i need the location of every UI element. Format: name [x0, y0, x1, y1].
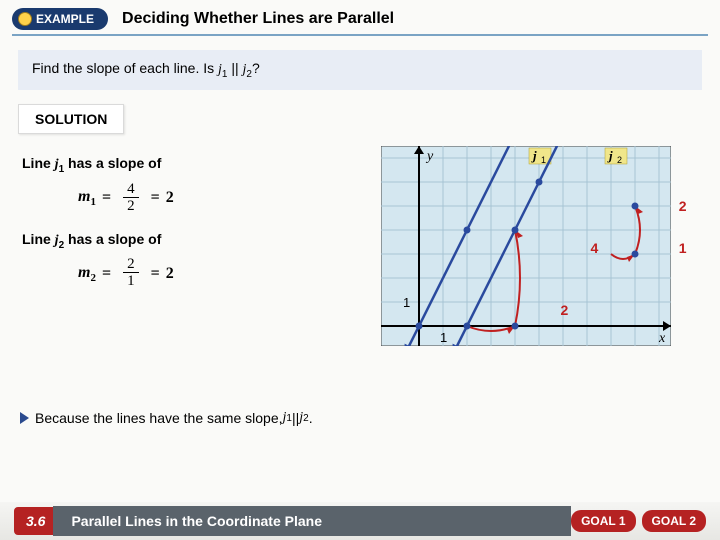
svg-text:x: x: [658, 331, 666, 346]
section-title: Parallel Lines in the Coordinate Plane: [53, 506, 571, 536]
line1-statement: Line j1 has a slope of: [22, 152, 381, 178]
section-badge: 3.6: [14, 507, 57, 535]
l1-post: has a slope of: [64, 155, 161, 171]
eq2-sub: 2: [90, 272, 96, 284]
question-lead: Find the slope of each line. Is: [32, 60, 218, 76]
equation-1: m1 = 42 = 2: [78, 182, 381, 214]
eq1-sub: 1: [90, 196, 96, 208]
goal-2-badge[interactable]: GOAL 2: [642, 510, 706, 532]
l2-pre: Line: [22, 231, 55, 247]
question-box: Find the slope of each line. Is j1 || j2…: [18, 50, 702, 90]
line2-statement: Line j2 has a slope of: [22, 228, 381, 254]
title-underline: [12, 34, 708, 36]
conclusion-arrow-icon: [20, 412, 29, 424]
l1-pre: Line: [22, 155, 55, 171]
page-title: Deciding Whether Lines are Parallel: [122, 10, 394, 28]
svg-text:y: y: [425, 149, 434, 164]
eq1-eq2: =: [151, 185, 160, 211]
eq2-eq1: =: [102, 261, 111, 287]
parallel-sym: ||: [227, 60, 242, 76]
equation-2: m2 = 21 = 2: [78, 257, 381, 289]
eq2-den: 1: [123, 273, 139, 289]
eq2-eq2: =: [151, 261, 160, 287]
svg-text:1: 1: [403, 295, 410, 310]
footer: 3.6 Parallel Lines in the Coordinate Pla…: [0, 502, 720, 540]
eq1-num: 4: [123, 182, 139, 198]
eq2-m: m: [78, 264, 90, 281]
eq2-num: 2: [123, 257, 139, 273]
goal-1-badge[interactable]: GOAL 1: [571, 510, 635, 532]
svg-text:2: 2: [617, 155, 622, 165]
eq1-eq1: =: [102, 185, 111, 211]
concl-tail: .: [309, 410, 313, 426]
eq1-val: 2: [166, 185, 174, 211]
eq1-den: 2: [123, 198, 139, 214]
annot-4: 4: [591, 240, 599, 256]
annot-2-bot: 2: [561, 302, 569, 318]
coordinate-graph: yx11j1j2 2 4 1 2: [381, 146, 671, 346]
example-badge: EXAMPLE: [12, 8, 108, 30]
annot-1: 1: [679, 240, 687, 256]
l2-post: has a slope of: [64, 231, 161, 247]
eq2-val: 2: [166, 261, 174, 287]
concl-pre: Because the lines have the same slope,: [35, 410, 283, 426]
annot-2-right: 2: [679, 198, 687, 214]
question-tail: ?: [252, 60, 260, 76]
conclusion: Because the lines have the same slope, j…: [20, 410, 313, 426]
svg-text:1: 1: [541, 155, 546, 165]
eq1-m: m: [78, 188, 90, 205]
solution-label: SOLUTION: [18, 104, 124, 134]
svg-text:1: 1: [440, 330, 447, 345]
